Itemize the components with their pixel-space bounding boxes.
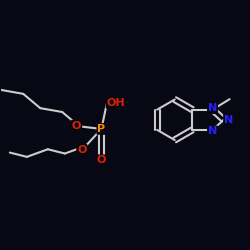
Text: N: N — [208, 103, 217, 113]
Text: N: N — [224, 115, 233, 125]
Text: N: N — [208, 126, 217, 136]
Text: O: O — [72, 121, 81, 131]
Text: O: O — [97, 155, 106, 165]
Text: O: O — [77, 145, 86, 155]
Text: OH: OH — [106, 98, 125, 108]
Text: P: P — [98, 124, 106, 134]
